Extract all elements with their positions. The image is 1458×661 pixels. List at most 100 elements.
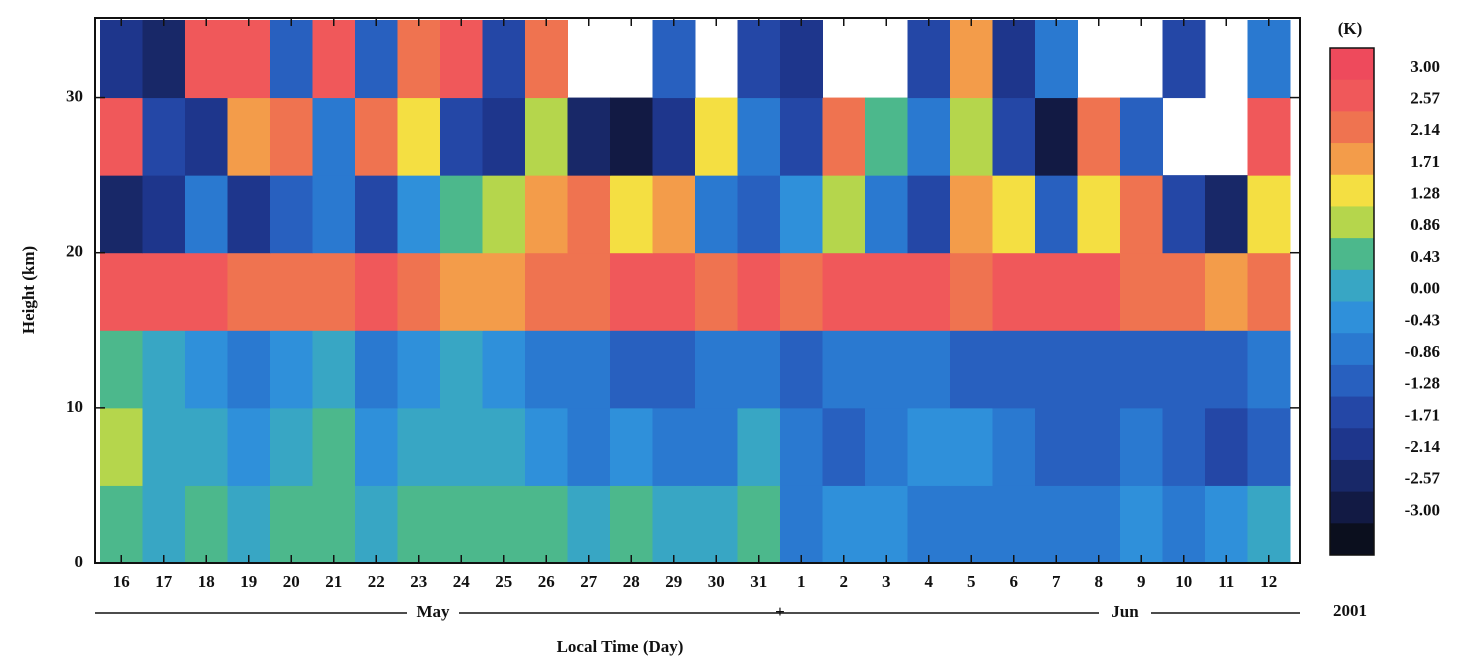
heat-cell <box>440 252 483 331</box>
heat-cell <box>440 20 483 99</box>
x-tick-label: 3 <box>882 572 891 591</box>
x-tick-label: 29 <box>665 572 682 591</box>
x-tick-label: 27 <box>580 572 598 591</box>
heat-cell <box>695 97 738 176</box>
month-label-bg <box>407 602 459 624</box>
heat-cell <box>185 175 228 254</box>
heat-cell <box>822 97 866 176</box>
heat-cell <box>992 485 1036 564</box>
heat-cell <box>270 330 313 409</box>
heat-cell <box>1035 252 1078 331</box>
heat-cell <box>525 97 568 176</box>
heat-cell <box>950 252 993 331</box>
heat-cell <box>355 330 398 409</box>
heat-cell <box>227 330 271 409</box>
colorbar-label: 2.57 <box>1410 88 1440 107</box>
heat-cell <box>737 20 781 99</box>
heat-cell <box>355 407 398 486</box>
heat-cell <box>355 175 398 254</box>
colorbar-label: 0.00 <box>1410 279 1440 298</box>
heat-cell <box>695 252 738 331</box>
heat-cell <box>227 407 271 486</box>
heat-cell <box>227 97 271 176</box>
heat-cell <box>1120 330 1163 409</box>
heat-cell <box>695 175 738 254</box>
colorbar-label: -3.00 <box>1405 500 1440 519</box>
heat-cell <box>1205 485 1248 564</box>
colorbar-swatch <box>1330 238 1374 271</box>
heat-cell <box>610 330 653 409</box>
heat-cell <box>355 485 398 564</box>
heat-cell <box>822 330 866 409</box>
colorbar-frame <box>1329 47 1375 556</box>
heat-cell <box>142 407 186 486</box>
heat-cell <box>695 330 738 409</box>
colorbar-label: -1.71 <box>1405 405 1440 424</box>
heat-cell <box>1035 407 1078 486</box>
x-tick-label: 20 <box>283 572 300 591</box>
heat-cell <box>270 407 313 486</box>
x-tick-label: 19 <box>240 572 257 591</box>
heat-cell <box>142 175 186 254</box>
heat-cell <box>1247 407 1291 486</box>
year-label: 2001 <box>1333 601 1367 620</box>
heat-cell <box>1247 252 1291 331</box>
heat-cell <box>1247 20 1291 99</box>
heat-cell <box>737 485 781 564</box>
heat-cell <box>100 407 143 486</box>
heat-cell <box>950 485 993 564</box>
heat-cell <box>312 175 356 254</box>
colorbar-swatch <box>1330 79 1374 112</box>
heat-cell <box>100 175 143 254</box>
heat-cell <box>397 20 441 99</box>
x-tick-label: 28 <box>623 572 640 591</box>
colorbar-swatch <box>1330 523 1374 556</box>
y-tick-label: 30 <box>66 86 83 105</box>
heat-cell <box>440 330 483 409</box>
heat-cell <box>312 407 356 486</box>
heat-cell <box>312 97 356 176</box>
colorbar-label: -0.86 <box>1405 342 1440 361</box>
heat-cell <box>185 330 228 409</box>
plot-frame <box>94 17 1301 564</box>
y-tick-label: 0 <box>75 552 84 571</box>
colorbar-label: -2.14 <box>1405 437 1441 456</box>
x-tick-label: 30 <box>708 572 725 591</box>
colorbar-swatch <box>1330 143 1374 176</box>
heat-cell <box>312 330 356 409</box>
heat-cell <box>142 485 186 564</box>
heat-cell <box>1120 97 1163 176</box>
heat-cell <box>312 20 356 99</box>
heat-cell <box>1162 407 1206 486</box>
heat-cell <box>525 175 568 254</box>
heat-cell <box>525 330 568 409</box>
heat-cell <box>1162 330 1206 409</box>
heat-cell <box>482 97 526 176</box>
heat-cell <box>227 252 271 331</box>
heat-cell <box>1035 175 1078 254</box>
heat-cell <box>1205 175 1248 254</box>
heat-cell <box>1035 97 1078 176</box>
colorbar-label: 0.43 <box>1410 247 1440 266</box>
heat-cell <box>610 175 653 254</box>
heat-cell <box>610 252 653 331</box>
heat-cell <box>227 175 271 254</box>
heat-cell <box>737 407 781 486</box>
y-tick-label: 10 <box>66 397 83 416</box>
heat-cell <box>1162 175 1206 254</box>
heat-cell <box>100 97 143 176</box>
heat-cell <box>397 485 441 564</box>
x-tick-label: 23 <box>410 572 427 591</box>
heat-cell <box>440 175 483 254</box>
heat-cell <box>780 252 823 331</box>
colorbar-swatch <box>1330 428 1374 461</box>
heat-cell <box>1077 330 1121 409</box>
heat-cell <box>270 252 313 331</box>
heat-cell <box>142 20 186 99</box>
colorbar-swatch <box>1330 301 1374 334</box>
heat-cell <box>1247 175 1291 254</box>
colorbar-label: -0.43 <box>1405 310 1440 329</box>
heat-cell <box>525 252 568 331</box>
x-tick-label: 21 <box>325 572 342 591</box>
x-tick-label: 2 <box>840 572 849 591</box>
